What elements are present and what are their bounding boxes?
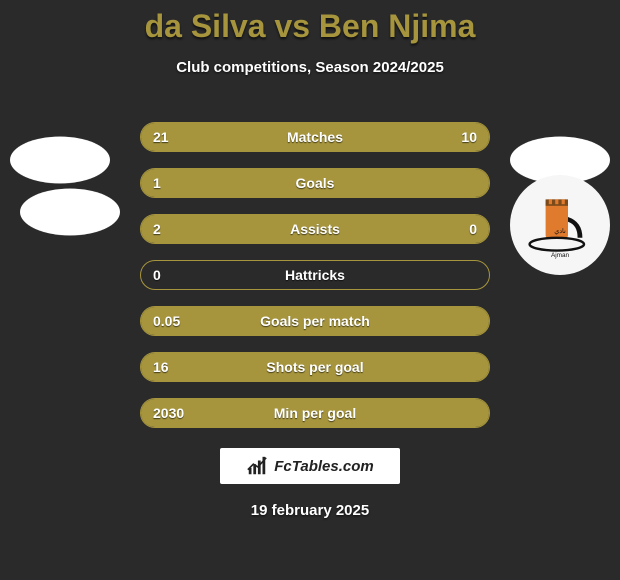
stat-label: Assists bbox=[141, 215, 489, 244]
stat-label: Min per goal bbox=[141, 399, 489, 428]
stats-container: 21Matches101Goals2Assists00Hattricks0.05… bbox=[140, 122, 490, 444]
stat-row: 1Goals bbox=[140, 168, 490, 198]
stat-value-right: 10 bbox=[461, 123, 477, 152]
subtitle: Club competitions, Season 2024/2025 bbox=[0, 59, 620, 76]
svg-text:نادي: نادي bbox=[554, 228, 566, 235]
stat-value-right: 0 bbox=[469, 215, 477, 244]
stat-label: Shots per goal bbox=[141, 353, 489, 382]
date-label: 19 february 2025 bbox=[0, 502, 620, 519]
stat-label: Matches bbox=[141, 123, 489, 152]
stat-row: 2Assists0 bbox=[140, 214, 490, 244]
brand-badge: FcTables.com bbox=[220, 448, 400, 484]
club-right-logo: نادي Ajman bbox=[510, 175, 610, 275]
stat-row: 2030Min per goal bbox=[140, 398, 490, 428]
chart-icon bbox=[246, 455, 268, 477]
stat-row: 0.05Goals per match bbox=[140, 306, 490, 336]
stat-row: 16Shots per goal bbox=[140, 352, 490, 382]
brand-label: FcTables.com bbox=[274, 458, 373, 475]
stat-row: 21Matches10 bbox=[140, 122, 490, 152]
ajman-club-icon: نادي Ajman bbox=[520, 185, 600, 265]
svg-text:Ajman: Ajman bbox=[551, 252, 570, 259]
club-left-avatar bbox=[20, 189, 120, 236]
stat-label: Goals per match bbox=[141, 307, 489, 336]
player-left-avatar bbox=[10, 137, 110, 184]
stat-label: Hattricks bbox=[141, 261, 489, 290]
page-title: da Silva vs Ben Njima bbox=[0, 0, 620, 45]
stat-row: 0Hattricks bbox=[140, 260, 490, 290]
stat-label: Goals bbox=[141, 169, 489, 198]
